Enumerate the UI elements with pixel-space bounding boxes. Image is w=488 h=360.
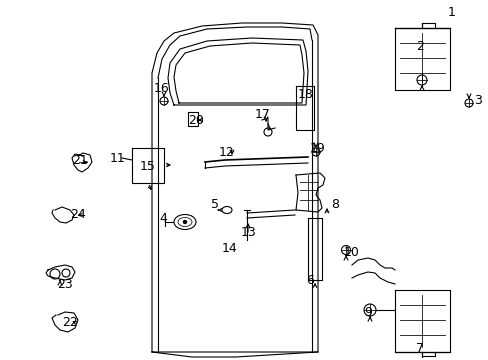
- Ellipse shape: [222, 207, 231, 213]
- Ellipse shape: [174, 215, 196, 230]
- Text: 11: 11: [110, 152, 125, 165]
- Text: 5: 5: [210, 198, 219, 211]
- Text: 9: 9: [364, 306, 371, 319]
- Text: 23: 23: [57, 279, 73, 292]
- Text: 18: 18: [298, 87, 313, 100]
- Text: 1: 1: [447, 6, 455, 19]
- Text: 7: 7: [415, 342, 423, 355]
- Text: 15: 15: [140, 161, 156, 174]
- Text: 13: 13: [241, 225, 256, 238]
- Text: 17: 17: [255, 108, 270, 122]
- Text: 12: 12: [219, 145, 234, 158]
- Text: 8: 8: [330, 198, 338, 211]
- Text: 19: 19: [309, 141, 325, 154]
- Text: 3: 3: [473, 94, 481, 107]
- Ellipse shape: [178, 217, 192, 226]
- Circle shape: [183, 220, 186, 224]
- Text: 16: 16: [154, 81, 169, 94]
- Text: 24: 24: [70, 208, 86, 221]
- Text: 2: 2: [415, 40, 423, 54]
- Text: 6: 6: [305, 274, 313, 287]
- Text: 22: 22: [62, 315, 78, 328]
- Text: 10: 10: [344, 246, 359, 258]
- Text: 20: 20: [188, 113, 203, 126]
- Text: 4: 4: [159, 211, 166, 225]
- Text: 14: 14: [222, 242, 237, 255]
- Text: 21: 21: [72, 154, 88, 167]
